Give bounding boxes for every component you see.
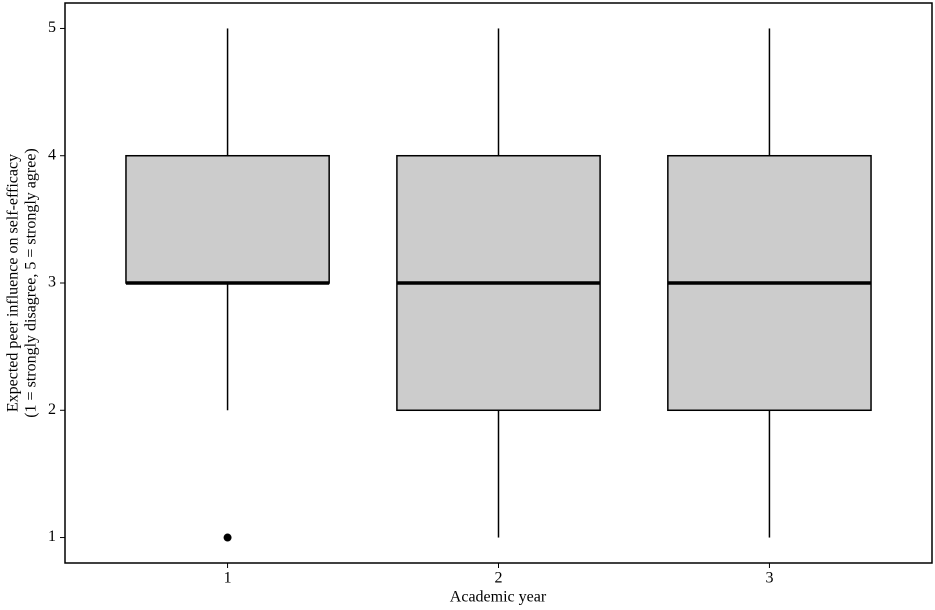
x-axis-label: Academic year (450, 589, 547, 606)
x-tick-label: 1 (224, 570, 232, 587)
y-tick-label: 3 (48, 274, 56, 291)
y-tick-label: 4 (48, 146, 56, 163)
y-tick-label: 5 (48, 19, 56, 36)
y-axis-label: (1 = strongly disagree, 5 = strongly agr… (23, 148, 40, 418)
y-tick-label: 2 (48, 401, 56, 418)
y-axis-label: Expected peer influence on self-efficacy (5, 154, 22, 412)
x-tick-label: 2 (495, 570, 503, 587)
outlier (223, 533, 232, 542)
y-tick-label: 1 (48, 528, 56, 545)
x-tick-label: 3 (765, 570, 773, 587)
box (125, 154, 330, 284)
